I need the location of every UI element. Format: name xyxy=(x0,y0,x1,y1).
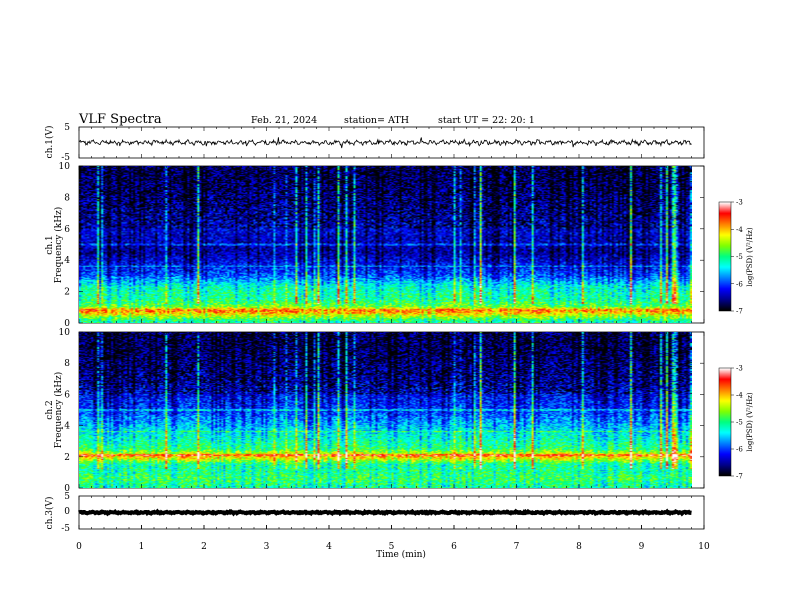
ch2-spec-yticks: 0 2 4 6 8 10 xyxy=(59,328,704,494)
ch1-spec-ylabel-channel: ch.1 xyxy=(45,235,55,254)
ch3-waveform-panel: 5 0 -5 ch.3(V) xyxy=(44,492,705,534)
freq-tick-label: 10 xyxy=(59,162,71,172)
time-axis-label: Time (min) xyxy=(376,549,426,560)
ch1-waveform-panel: 5 -5 ch.1(V) xyxy=(44,123,705,163)
freq-tick-label: 6 xyxy=(64,225,70,235)
ch2-spec-ylabel-channel: ch.2 xyxy=(45,400,55,419)
colorbar-tick-label: -3 xyxy=(736,365,743,373)
colorbar-tick-label: -4 xyxy=(736,392,743,400)
ch1-spectrogram-panel: 0 2 4 6 8 10 ch.1 Frequency (kHz) xyxy=(45,162,705,329)
ch3-ytick-mid: 0 xyxy=(64,507,70,517)
figure-title: VLF Spectra xyxy=(78,112,162,127)
ch2-colorbar: -3 -4 -5 -6 -7 log(PSD) (V²/Hz) xyxy=(718,365,754,481)
freq-tick-label: 8 xyxy=(64,359,70,369)
colorbar-tick-label: -5 xyxy=(736,253,743,261)
colorbar-tick-label: -6 xyxy=(736,280,743,288)
colorbar-tick-label: -6 xyxy=(736,446,743,454)
ch1-ylabel: ch.1(V) xyxy=(44,126,55,159)
x-tick-label: 2 xyxy=(201,542,207,552)
ch3-ytick-top: 5 xyxy=(64,492,70,502)
freq-tick-label: 4 xyxy=(64,422,70,432)
x-tick-label: 10 xyxy=(698,542,710,552)
x-tick-label: 7 xyxy=(514,542,520,552)
x-tick-label: 6 xyxy=(451,542,457,552)
ch1-ytick-top: 5 xyxy=(64,123,70,133)
colorbar-tick-label: -5 xyxy=(736,419,743,427)
ch1-colorbar-label: log(PSD) (V²/Hz) xyxy=(746,227,754,286)
ch2-colorbar-gradient xyxy=(719,368,731,476)
ch1-spec-ylabel-frequency: Frequency (kHz) xyxy=(53,207,64,284)
ch1-colorbar: -3 -4 -5 -6 -7 log(PSD) (V²/Hz) xyxy=(718,199,754,316)
x-tick-label: 9 xyxy=(639,542,645,552)
freq-tick-label: 4 xyxy=(64,256,70,266)
ch2-spectrogram-panel: 0 2 4 6 8 10 ch.2 Frequency (kHz) xyxy=(45,328,705,494)
x-tick-label: 0 xyxy=(76,542,82,552)
ch2-spectrogram-image xyxy=(79,332,692,488)
ch1-waveform-line xyxy=(78,137,692,149)
ch1-ytick-bottom: -5 xyxy=(61,153,70,163)
x-tick-label: 4 xyxy=(326,542,332,552)
colorbar-tick-label: -4 xyxy=(736,226,743,234)
start-time-label: start UT = 22: 20: 1 xyxy=(438,115,535,126)
freq-tick-label: 8 xyxy=(64,193,70,203)
freq-tick-label: 10 xyxy=(59,328,71,338)
date-label: Feb. 21, 2024 xyxy=(251,115,317,126)
ch2-colorbar-label: log(PSD) (V²/Hz) xyxy=(746,392,754,451)
colorbar-tick-label: -3 xyxy=(736,199,743,207)
ch1-spectrogram-image xyxy=(79,166,692,323)
freq-tick-label: 0 xyxy=(64,484,70,494)
freq-tick-label: 0 xyxy=(64,319,70,329)
time-axis: 0 1 2 3 4 5 6 7 8 9 10 xyxy=(76,127,710,552)
freq-tick-label: 2 xyxy=(64,453,70,463)
ch2-colorbar-ticks: -3 -4 -5 -6 -7 xyxy=(731,365,743,481)
x-tick-label: 8 xyxy=(576,542,582,552)
ch1-spec-yticks: 0 2 4 6 8 10 xyxy=(59,162,704,329)
freq-tick-label: 6 xyxy=(64,390,70,400)
x-tick-label: 5 xyxy=(389,542,395,552)
colorbar-tick-label: -7 xyxy=(736,308,743,316)
x-tick-label: 3 xyxy=(264,542,270,552)
ch3-ytick-bottom: -5 xyxy=(61,524,70,534)
freq-tick-label: 2 xyxy=(64,288,70,298)
ch3-waveform-line xyxy=(78,508,692,517)
colorbar-tick-label: -7 xyxy=(736,473,743,481)
ch2-spec-ylabel-frequency: Frequency (kHz) xyxy=(53,372,64,449)
ch3-ylabel: ch.3(V) xyxy=(44,497,55,530)
x-tick-label: 1 xyxy=(139,542,145,552)
ch1-colorbar-gradient xyxy=(719,202,731,311)
station-label: station= ATH xyxy=(344,115,409,126)
ch1-colorbar-ticks: -3 -4 -5 -6 -7 xyxy=(731,199,743,316)
